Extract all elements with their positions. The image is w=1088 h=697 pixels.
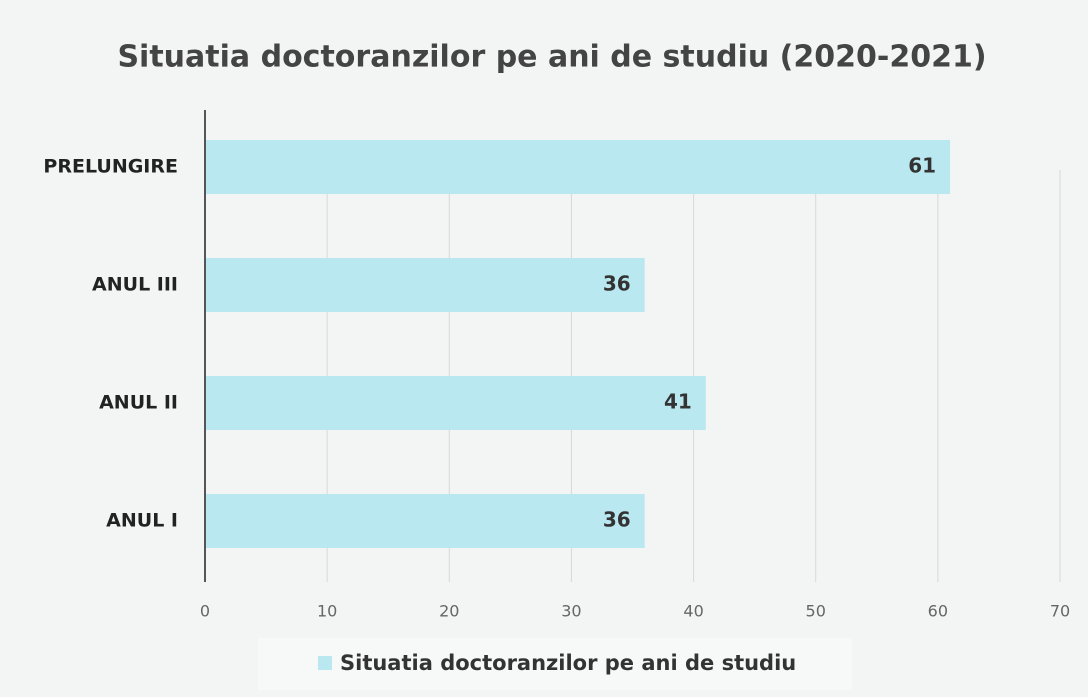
data-label: 36 (603, 508, 631, 532)
bar (205, 258, 645, 312)
x-tick-label: 60 (928, 602, 948, 621)
bar (205, 140, 951, 194)
bar (205, 376, 706, 430)
legend-box (258, 638, 852, 690)
y-tick-label: ANUL II (99, 392, 178, 414)
x-tick-label: 70 (1050, 602, 1070, 621)
bar (205, 494, 645, 548)
x-tick-label: 30 (561, 602, 581, 621)
x-tick-label: 20 (439, 602, 459, 621)
y-tick-label: ANUL I (106, 510, 178, 532)
x-tick-label: 40 (683, 602, 703, 621)
x-tick-label: 0 (200, 602, 210, 621)
data-label: 36 (603, 272, 631, 296)
chart-title: Situatia doctoranzilor pe ani de studiu … (117, 40, 986, 75)
legend-label: Situatia doctoranzilor pe ani de studiu (340, 651, 796, 675)
data-label: 61 (908, 154, 936, 178)
y-tick-label: PRELUNGIRE (43, 156, 178, 178)
x-tick-label: 50 (806, 602, 826, 621)
y-tick-label: ANUL III (92, 274, 178, 296)
legend-swatch (318, 656, 332, 670)
data-label: 41 (664, 390, 692, 414)
x-tick-label: 10 (317, 602, 337, 621)
